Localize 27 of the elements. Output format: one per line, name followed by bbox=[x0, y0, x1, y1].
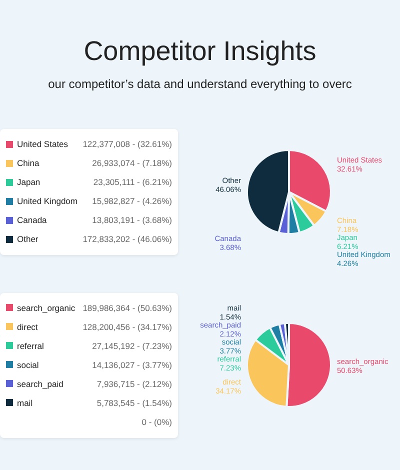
data-label: 26,933,074 - (7.18%) bbox=[92, 157, 172, 170]
legend-label: referral bbox=[16, 340, 44, 352]
legend-label: Canada bbox=[16, 214, 47, 227]
data-label: 122,377,008 - (32.61%) bbox=[82, 138, 172, 151]
data-label: 23,305,111 - (6.21%) bbox=[93, 176, 172, 189]
chart-subtitle: our competitor’s data and understand everything to overc bbox=[47, 77, 353, 91]
legend-label: direct bbox=[16, 320, 38, 334]
legend-label: social bbox=[16, 358, 39, 372]
legend-label: China bbox=[16, 157, 40, 170]
data-label: 5,783,545 - (1.54%) bbox=[96, 396, 172, 410]
data-label: 172,833,202 - (46.06%) bbox=[82, 233, 172, 246]
legend-label: search_organic bbox=[16, 302, 76, 315]
text: 0 - (0%) bbox=[142, 416, 172, 426]
data-label: 189,986,364 - (50.63%) bbox=[82, 302, 172, 315]
legend-label: United States bbox=[16, 138, 68, 151]
data-label: 128,200,456 - (34.17%) bbox=[82, 320, 172, 334]
legend-label: mail bbox=[16, 396, 33, 410]
legend-label: Other bbox=[16, 233, 38, 246]
legend-label: search_paid bbox=[16, 378, 64, 391]
legend-label: United Kingdom bbox=[16, 195, 78, 208]
data-label: 15,982,827 - (4.26%) bbox=[92, 195, 172, 208]
legend-label: Japan bbox=[16, 176, 40, 189]
data-label: 14,136,027 - (3.77%) bbox=[92, 358, 172, 372]
data-label: 7,936,715 - (2.12%) bbox=[96, 378, 172, 391]
chart-title: Competitor Insights bbox=[82, 36, 318, 67]
data-label: 13,803,191 - (3.68%) bbox=[92, 214, 172, 227]
data-label: 27,145,192 - (7.23%) bbox=[92, 340, 172, 353]
